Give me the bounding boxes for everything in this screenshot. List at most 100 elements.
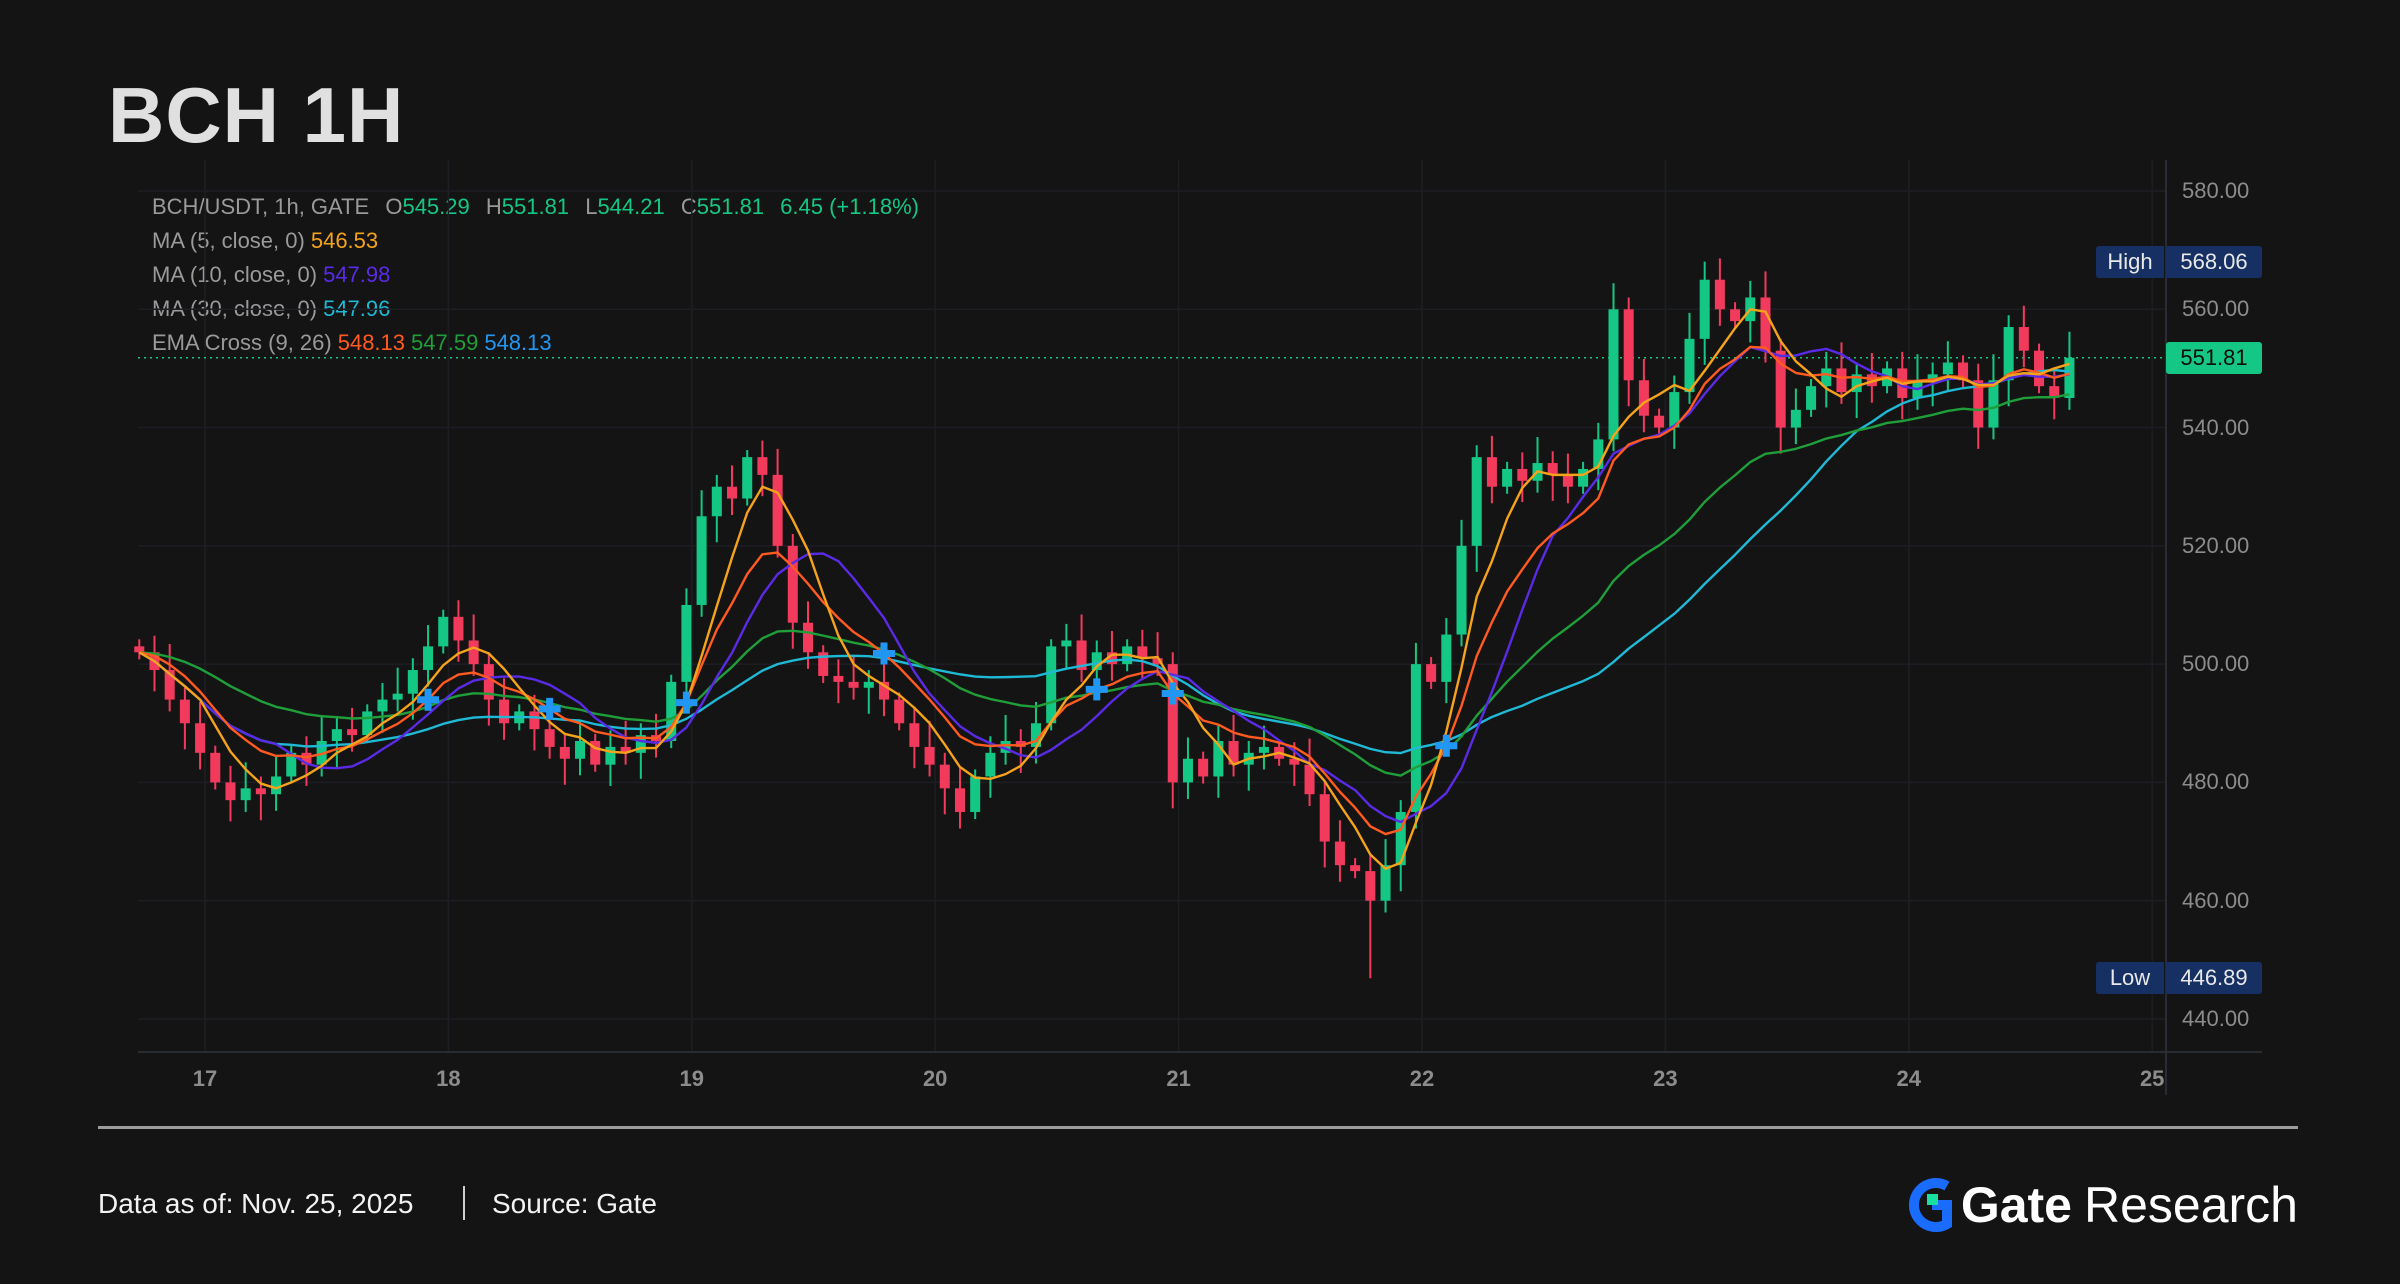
chart-legend: BCH/USDT, 1h, GATE O545.29 H551.81 L544.… <box>152 190 919 360</box>
candle-down <box>529 711 540 730</box>
candle-down <box>894 699 905 724</box>
candle-down <box>1547 463 1558 475</box>
chart-title: BCH 1H <box>108 71 405 159</box>
candle-up <box>1258 746 1269 753</box>
candle-down <box>787 545 798 623</box>
candle-down <box>1426 664 1437 682</box>
y-tick-label: 580.00 <box>2182 178 2250 203</box>
ohlc-row: BCH/USDT, 1h, GATE O545.29 H551.81 L544.… <box>152 190 919 224</box>
candle-down <box>210 752 221 783</box>
candle-down <box>909 723 920 747</box>
candle-up <box>1061 640 1072 647</box>
candle-down <box>1775 350 1786 428</box>
candle-down <box>1198 758 1209 777</box>
candle-up <box>1806 386 1817 410</box>
candle-down <box>1714 279 1725 310</box>
y-tick-label: 520.00 <box>2182 532 2250 558</box>
ema9-value: 548.13 <box>337 330 406 355</box>
gate-research-logo: Gate Research <box>1907 1176 2298 1234</box>
ema26-line <box>139 393 2070 777</box>
ema-row: EMA Cross (9, 26) 548.13 547.59 548.13 <box>152 326 919 360</box>
candle-up <box>1669 392 1680 428</box>
candle-up <box>362 711 373 736</box>
candle-up <box>2003 327 2014 381</box>
candle-down <box>1076 640 1087 671</box>
candle-down <box>301 752 312 765</box>
x-tick-label: 23 <box>1653 1066 1678 1091</box>
candle-down <box>924 746 935 765</box>
candle-up <box>2064 357 2075 398</box>
footer-divider <box>98 1126 2298 1129</box>
candle-down <box>1350 865 1361 872</box>
candle-down <box>954 788 965 812</box>
y-tick-label: 480.00 <box>2182 769 2250 795</box>
high-value: 551.81 <box>501 194 570 219</box>
candle-up <box>1410 664 1421 812</box>
ema-cross-marker <box>1161 682 1184 705</box>
candle-up <box>742 457 753 499</box>
ma10-label: MA (10, close, 0) <box>152 262 318 287</box>
candle-up <box>666 681 677 742</box>
candle-down <box>1623 309 1634 381</box>
ma5-label: MA (5, close, 0) <box>152 228 305 253</box>
ema26-value: 547.59 <box>411 330 479 355</box>
ma10-row: MA (10, close, 0) 547.98 <box>152 258 919 292</box>
x-tick-label: 24 <box>1896 1066 1922 1091</box>
candle-up <box>1608 309 1619 440</box>
candle-down <box>1228 741 1239 765</box>
candle-down <box>347 729 358 736</box>
candle-down <box>818 652 829 676</box>
candle-down <box>195 723 206 753</box>
candle-down <box>772 474 783 546</box>
candle-down <box>1152 658 1163 665</box>
x-tick-label: 19 <box>679 1066 705 1091</box>
candle-up <box>1091 652 1102 671</box>
ma30-row: MA (30, close, 0) 547.96 <box>152 292 919 326</box>
candle-down <box>453 616 464 641</box>
candle-down <box>1958 362 1969 381</box>
candle-up <box>392 693 403 700</box>
candle-up <box>240 788 251 801</box>
candle-down <box>590 741 601 765</box>
candle-down <box>559 746 570 759</box>
low-label: L <box>585 194 598 219</box>
candle-down <box>1638 380 1649 416</box>
candle-up <box>1684 338 1695 393</box>
candle-down <box>848 681 859 688</box>
candle-down <box>499 699 510 724</box>
y-tick-label: 540.00 <box>2182 414 2250 440</box>
candle-up <box>1441 634 1452 682</box>
candle-down <box>1836 368 1847 393</box>
candle-down <box>225 782 236 801</box>
ma5-line <box>138 308 2070 870</box>
ema-cross-marker <box>1435 734 1458 757</box>
candle-up <box>696 516 707 605</box>
x-tick-label: 17 <box>192 1066 218 1091</box>
candle-up <box>1456 545 1467 635</box>
candle-down <box>1319 794 1330 842</box>
open-value: 545.29 <box>402 194 470 219</box>
ma30-label: MA (30, close, 0) <box>152 296 318 321</box>
x-tick-label: 25 <box>2139 1066 2165 1091</box>
candle-down <box>833 675 844 682</box>
candle-down <box>1517 468 1528 481</box>
cross-value: 548.13 <box>484 330 552 355</box>
candle-up <box>1821 368 1832 387</box>
candle-down <box>1015 741 1026 747</box>
candle-up <box>407 670 418 694</box>
candle-up <box>1988 380 1999 428</box>
logo-gate-text: Gate <box>1960 1177 2072 1233</box>
candle-up <box>1213 741 1224 777</box>
candle-down <box>802 622 814 653</box>
candle-up <box>1395 811 1406 866</box>
ema-cross-marker <box>675 691 698 714</box>
last-price-tag: 551.81 <box>2166 341 2262 374</box>
high-tag-value: 568.06 <box>2166 245 2262 278</box>
ema-label: EMA Cross (9, 26) <box>152 330 332 355</box>
candle-down <box>164 670 175 700</box>
candle-up <box>1927 374 1938 381</box>
low-value: 544.21 <box>597 194 665 219</box>
candle-down <box>1973 380 1984 428</box>
candle-up <box>1502 468 1513 487</box>
low-tag-label: Low <box>2096 962 2164 995</box>
